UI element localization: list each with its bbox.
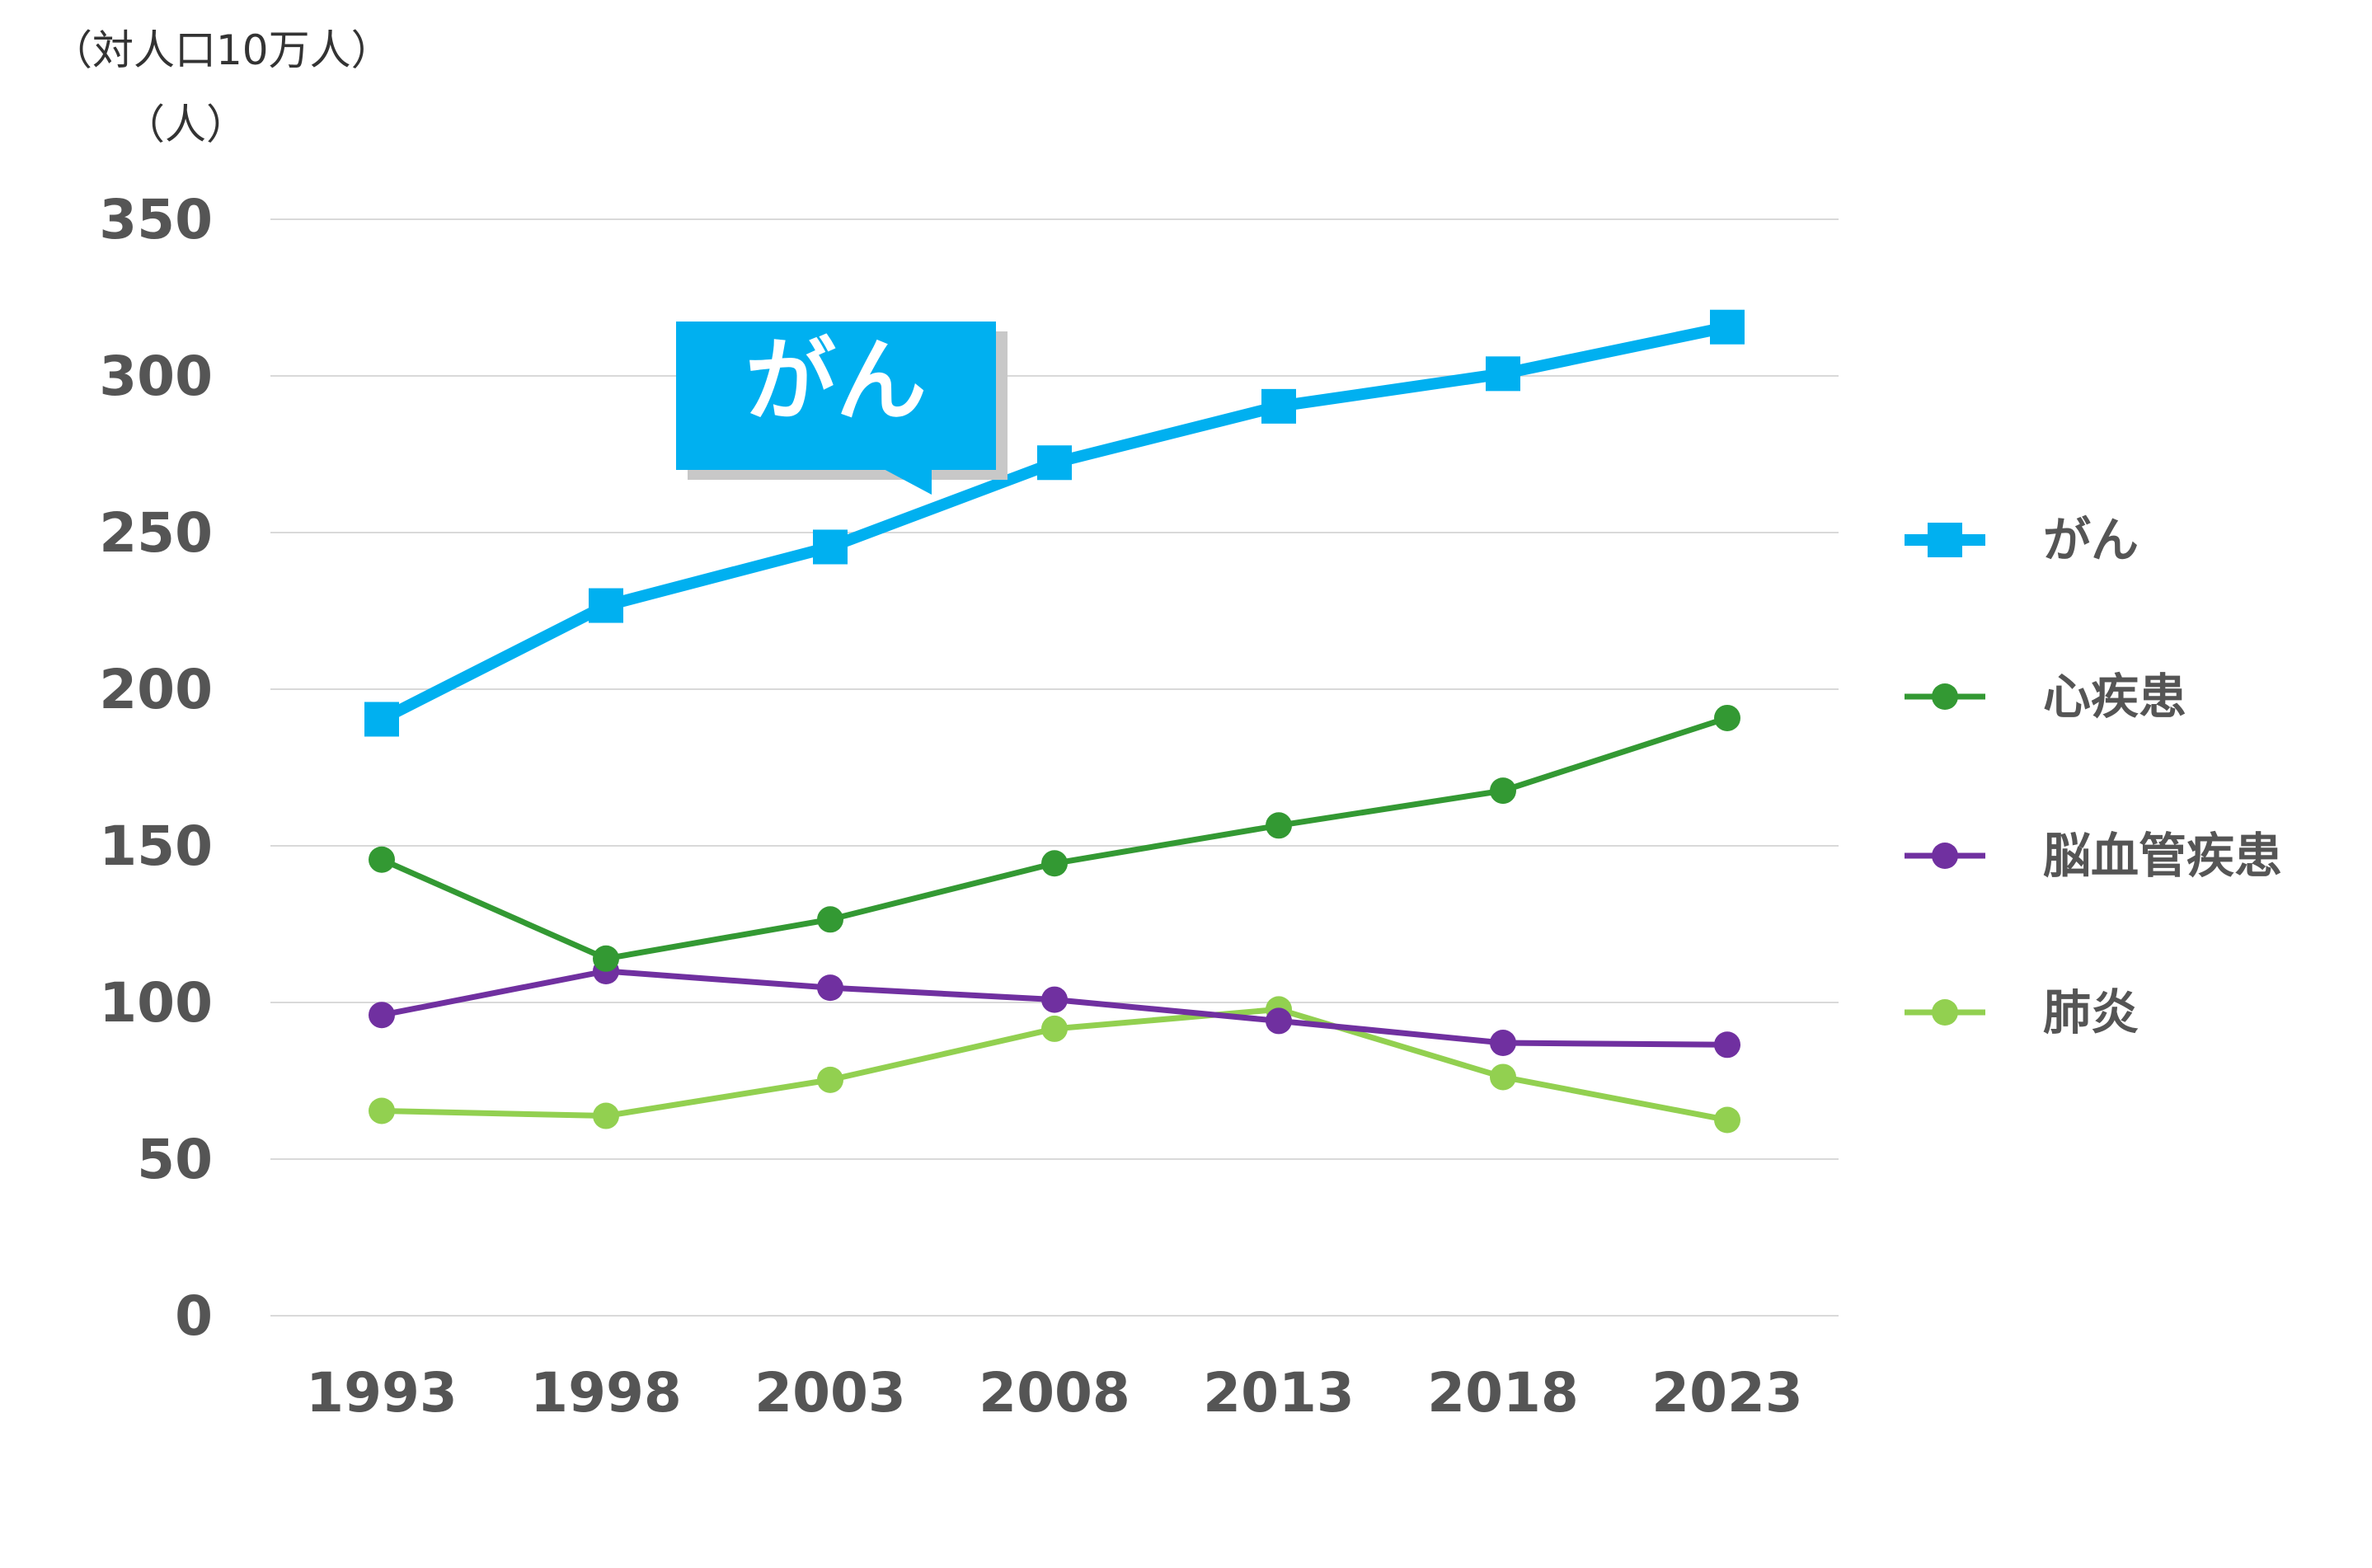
y-tick-label-200: 200 [99,658,213,721]
y-tick-label-300: 300 [99,345,213,408]
data-point-s1-2023 [1710,309,1745,345]
series-line-2 [380,715,1729,962]
data-point-s2-2008 [1041,850,1068,877]
y-axis-tick-labels: 0 50 100 150 200 250 300 350 [99,188,213,1348]
series-line-1 [378,321,1729,725]
data-point-s3-2008 [1041,986,1068,1013]
legend-item-3: 脳血管疾患 [1905,828,2282,884]
legend-item-2: 心疾患 [1905,669,2186,725]
unit-label-per-population: （対人口10万人） [51,26,392,74]
data-point-s2-1998 [593,945,619,972]
legend-label-1: がん [2043,512,2139,568]
y-tick-label-50: 50 [137,1128,213,1191]
y-tick-label-350: 350 [99,188,213,251]
x-tick-label-2003: 2003 [754,1361,906,1425]
series-4 [369,996,1740,1134]
x-tick-label-1998: 1998 [530,1361,682,1425]
y-tick-label-150: 150 [99,815,213,878]
x-tick-label-2018: 2018 [1427,1361,1579,1425]
series-1 [364,309,1745,737]
data-point-s4-1993 [369,1097,395,1124]
legend-marker-2 [1932,683,1958,710]
y-tick-label-0: 0 [175,1284,213,1348]
legend-item-4: 肺炎 [1905,984,2139,1040]
gridlines [270,218,1839,1317]
data-point-s1-1993 [364,702,399,737]
series-3 [369,958,1740,1059]
legend-label-3: 脳血管疾患 [2043,828,2282,884]
legend-item-1: がん [1905,512,2139,568]
callout-box [676,322,996,470]
y-tick-label-100: 100 [99,971,213,1035]
data-point-s4-2018 [1490,1063,1516,1091]
y-tick-label-250: 250 [99,501,213,565]
legend-label-2: 心疾患 [2043,669,2186,725]
legend-marker-3 [1932,843,1958,869]
data-point-s1-1998 [589,588,623,623]
x-axis-tick-labels: 1993 1998 2003 2008 2013 2018 2023 [306,1361,1803,1425]
data-point-s3-2013 [1266,1007,1292,1035]
callout-cancer: がん [676,322,1008,495]
legend-marker-4 [1932,999,1958,1026]
data-point-s3-2023 [1714,1031,1740,1059]
data-point-s1-2008 [1037,445,1072,481]
series-2 [369,704,1740,972]
x-tick-label-1993: 1993 [306,1361,458,1425]
data-point-s1-2013 [1261,388,1296,424]
data-point-s2-2023 [1714,704,1740,731]
data-point-s4-1998 [593,1102,619,1129]
data-point-s3-2003 [817,974,843,1002]
data-point-s2-2018 [1490,777,1516,805]
legend-label-4: 肺炎 [2043,984,2139,1040]
callout-label: がん [745,328,927,434]
data-point-s2-2013 [1266,812,1292,839]
data-point-s4-2008 [1041,1015,1068,1042]
data-point-s2-1993 [369,846,395,873]
x-tick-label-2008: 2008 [979,1361,1130,1425]
unit-label-people: （人） [124,101,247,148]
data-point-s4-2003 [817,1066,843,1093]
data-point-s3-1993 [369,1002,395,1029]
x-tick-label-2023: 2023 [1651,1361,1803,1425]
data-point-s2-2003 [817,906,843,933]
data-point-s1-2018 [1486,356,1520,392]
callout-pointer [882,468,932,495]
data-point-s1-2003 [813,529,848,565]
data-point-s3-2018 [1490,1030,1516,1057]
series-lines [364,309,1745,1134]
x-tick-label-2013: 2013 [1203,1361,1355,1425]
legend-marker-1 [1928,523,1962,557]
data-point-s4-2023 [1714,1106,1740,1134]
